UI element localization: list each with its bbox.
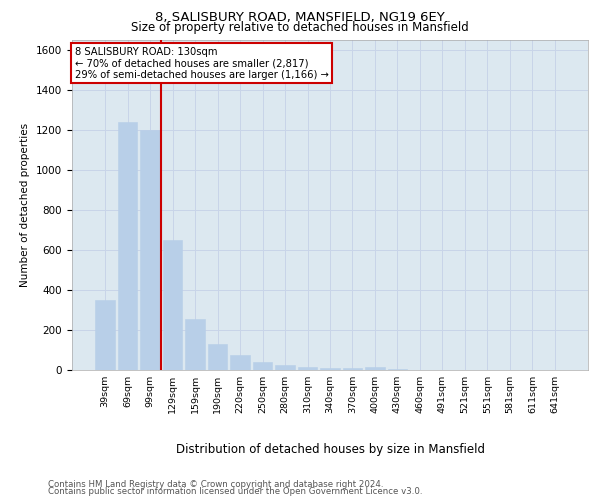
Bar: [118, 122, 137, 370]
Bar: [388, 369, 407, 370]
Bar: [343, 368, 362, 370]
Bar: [298, 367, 317, 370]
Bar: [208, 344, 227, 370]
Bar: [185, 319, 205, 370]
Y-axis label: Number of detached properties: Number of detached properties: [20, 123, 31, 287]
Text: Size of property relative to detached houses in Mansfield: Size of property relative to detached ho…: [131, 22, 469, 35]
Text: 8, SALISBURY ROAD, MANSFIELD, NG19 6EY: 8, SALISBURY ROAD, MANSFIELD, NG19 6EY: [155, 11, 445, 24]
Bar: [95, 300, 115, 370]
Text: Distribution of detached houses by size in Mansfield: Distribution of detached houses by size …: [176, 442, 485, 456]
Text: Contains public sector information licensed under the Open Government Licence v3: Contains public sector information licen…: [48, 487, 422, 496]
Bar: [253, 362, 272, 370]
Bar: [275, 365, 295, 370]
Bar: [163, 240, 182, 370]
Bar: [140, 130, 160, 370]
Text: 8 SALISBURY ROAD: 130sqm
← 70% of detached houses are smaller (2,817)
29% of sem: 8 SALISBURY ROAD: 130sqm ← 70% of detach…: [74, 46, 328, 80]
Bar: [230, 355, 250, 370]
Bar: [365, 367, 385, 370]
Bar: [320, 368, 340, 370]
Text: Contains HM Land Registry data © Crown copyright and database right 2024.: Contains HM Land Registry data © Crown c…: [48, 480, 383, 489]
